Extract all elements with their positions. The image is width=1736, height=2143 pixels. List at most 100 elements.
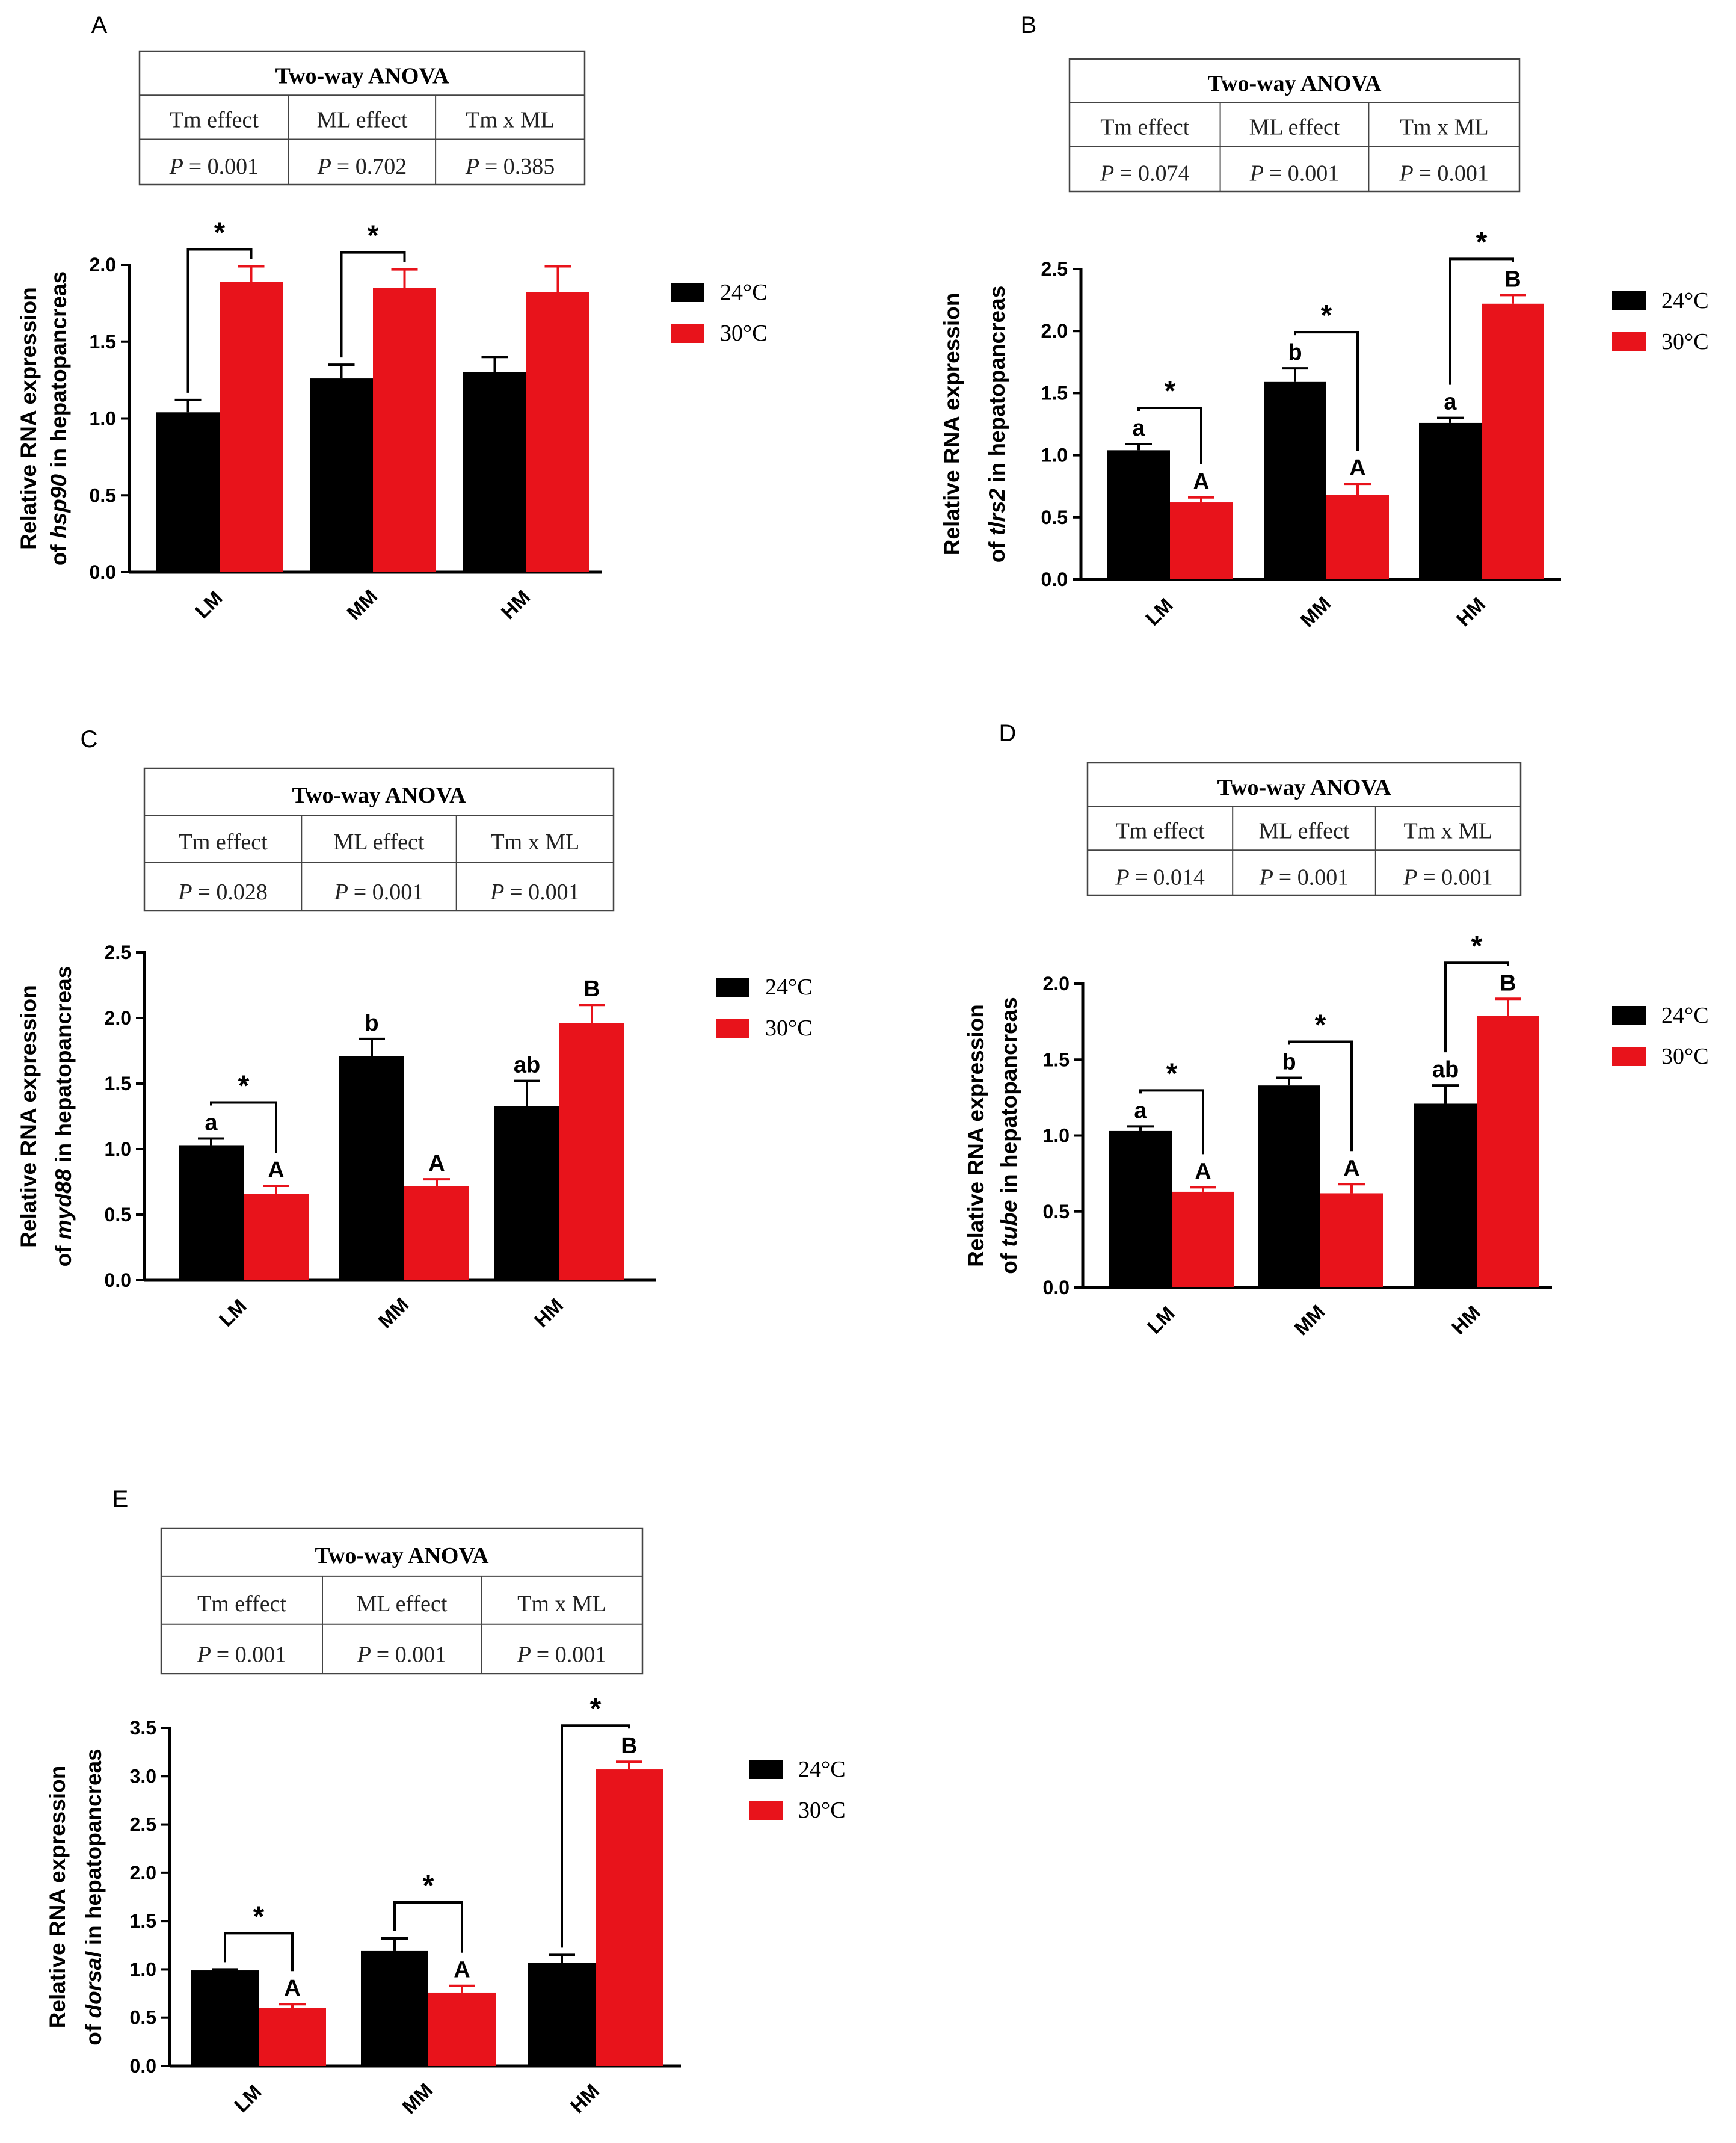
anova-title: Two-way ANOVA xyxy=(315,1543,489,1568)
anova-title: Two-way ANOVA xyxy=(275,63,449,88)
anova-header: Tm x ML xyxy=(490,830,579,855)
legend-swatch xyxy=(749,1801,783,1820)
x-tick-label: HM xyxy=(1452,593,1489,631)
significance-letter: B xyxy=(583,976,600,1002)
y-tick-label: 2.0 xyxy=(90,254,116,276)
y-axis-label: Relative RNA expression xyxy=(16,985,41,1248)
bar-24c-mm xyxy=(1264,381,1326,579)
y-axis-label-gene: of tlrs2 in hepatopancreas xyxy=(985,286,1009,563)
bar-30c-mm xyxy=(404,1186,469,1280)
anova-table: Two-way ANOVA Tm effect ML effect Tm x ML P … xyxy=(1068,58,1521,193)
anova-header: Tm effect xyxy=(179,830,268,855)
x-tick-label: HM xyxy=(1447,1301,1485,1339)
x-tick-label: MM xyxy=(374,1293,413,1332)
anova-title: Two-way ANOVA xyxy=(292,783,466,808)
anova-table: Two-way ANOVA Tm effect ML effect Tm x ML P … xyxy=(138,50,586,186)
x-tick-label: LM xyxy=(1143,1302,1179,1338)
anova-title: Two-way ANOVA xyxy=(1217,775,1391,800)
anova-border xyxy=(1086,762,1522,896)
bar-24c-hm xyxy=(528,1963,596,2066)
bar-30c-lm xyxy=(1170,502,1233,579)
y-tick-label: 1.5 xyxy=(130,1910,156,1932)
y-axis-label-gene: of dorsal in hepatopancreas xyxy=(81,1748,106,2045)
legend-swatch xyxy=(1612,1006,1646,1025)
anova-border xyxy=(143,767,615,912)
anova-header: Tm effect xyxy=(197,1591,286,1617)
y-tick-label: 0.0 xyxy=(105,1269,131,1291)
y-tick-label: 0.5 xyxy=(130,2007,156,2029)
panel-label: A xyxy=(91,12,108,39)
legend-label: 30°C xyxy=(720,321,768,346)
y-tick-label: 3.0 xyxy=(130,1765,156,1787)
y-tick-label: 0.5 xyxy=(90,484,116,506)
anova-header: Tm x ML xyxy=(466,108,555,133)
significance-bracket xyxy=(340,251,406,358)
anova-p-value: P = 0.028 xyxy=(177,880,267,905)
legend-label: 24°C xyxy=(1661,288,1709,313)
significance-letter: a xyxy=(205,1111,218,1136)
y-tick-label: 1.0 xyxy=(1043,1125,1070,1147)
y-tick-label: 3.5 xyxy=(130,1717,156,1739)
significance-letter: ab xyxy=(1432,1057,1459,1082)
y-tick-label: 2.0 xyxy=(1043,973,1070,994)
x-tick-label: LM xyxy=(191,587,227,623)
bar-30c-hm xyxy=(559,1023,624,1280)
bar-24c-mm xyxy=(1258,1085,1320,1287)
legend-label: 24°C xyxy=(1661,1003,1709,1028)
significance-letter: b xyxy=(1282,1050,1296,1075)
bar-30c-lm xyxy=(244,1194,309,1280)
y-tick-label: 0.0 xyxy=(1043,1277,1070,1298)
bar-24c-hm xyxy=(494,1106,559,1280)
legend-label: 24°C xyxy=(765,975,813,1000)
bar-24c-mm xyxy=(361,1950,428,2066)
y-tick-label: 1.0 xyxy=(130,1958,156,1980)
x-tick-label: HM xyxy=(530,1294,567,1331)
y-tick-label: 0.5 xyxy=(1041,507,1068,528)
anova-p-value: P = 0.702 xyxy=(317,154,407,179)
legend-swatch xyxy=(671,324,704,343)
significance-letter: b xyxy=(1288,340,1302,365)
bar-30c-hm xyxy=(1477,1016,1539,1287)
significance-letter: A xyxy=(1343,1156,1359,1181)
significance-star: * xyxy=(423,1870,434,1902)
anova-header: ML effect xyxy=(1259,818,1350,843)
bar-24c-lm xyxy=(1107,450,1170,579)
bar-24c-lm xyxy=(179,1145,244,1280)
y-axis-label: Relative RNA expression xyxy=(16,287,41,550)
y-tick-label: 2.0 xyxy=(1041,320,1068,342)
anova-p-value: P = 0.001 xyxy=(169,154,259,179)
significance-letter: B xyxy=(621,1733,637,1759)
legend-label: 30°C xyxy=(1661,329,1709,354)
legend-label: 24°C xyxy=(798,1757,846,1782)
significance-bracket xyxy=(1137,407,1202,464)
anova-border xyxy=(1068,58,1521,193)
anova-title: Two-way ANOVA xyxy=(1208,71,1382,96)
y-axis-label: Relative RNA expression xyxy=(940,293,964,556)
y-tick-label: 0.0 xyxy=(1041,569,1068,590)
significance-bracket xyxy=(561,1724,630,1948)
panel-label: D xyxy=(999,720,1017,747)
anova-header: Tm effect xyxy=(1100,114,1189,140)
anova-p-value: P = 0.001 xyxy=(357,1642,446,1668)
y-tick-label: 2.0 xyxy=(130,1862,156,1884)
bar-30c-mm xyxy=(428,1992,496,2066)
y-axis-label-gene: of hsp90 in hepatopancreas xyxy=(46,271,71,566)
anova-border xyxy=(138,50,586,186)
significance-star: * xyxy=(590,1693,602,1725)
significance-star: * xyxy=(253,1901,265,1932)
anova-header: Tm x ML xyxy=(517,1591,606,1617)
significance-bracket xyxy=(1294,331,1359,451)
y-tick-label: 1.0 xyxy=(105,1138,131,1160)
x-tick-label: LM xyxy=(215,1295,251,1331)
significance-letter: A xyxy=(428,1151,445,1176)
anova-p-value: P = 0.001 xyxy=(517,1642,606,1668)
y-tick-label: 1.5 xyxy=(105,1073,131,1094)
significance-bracket xyxy=(186,248,253,393)
significance-bracket xyxy=(1449,257,1514,385)
significance-star: * xyxy=(1166,1058,1178,1090)
y-tick-label: 2.0 xyxy=(105,1007,131,1029)
anova-header: ML effect xyxy=(357,1591,448,1617)
significance-star: * xyxy=(238,1070,250,1102)
significance-letter: A xyxy=(268,1158,284,1183)
